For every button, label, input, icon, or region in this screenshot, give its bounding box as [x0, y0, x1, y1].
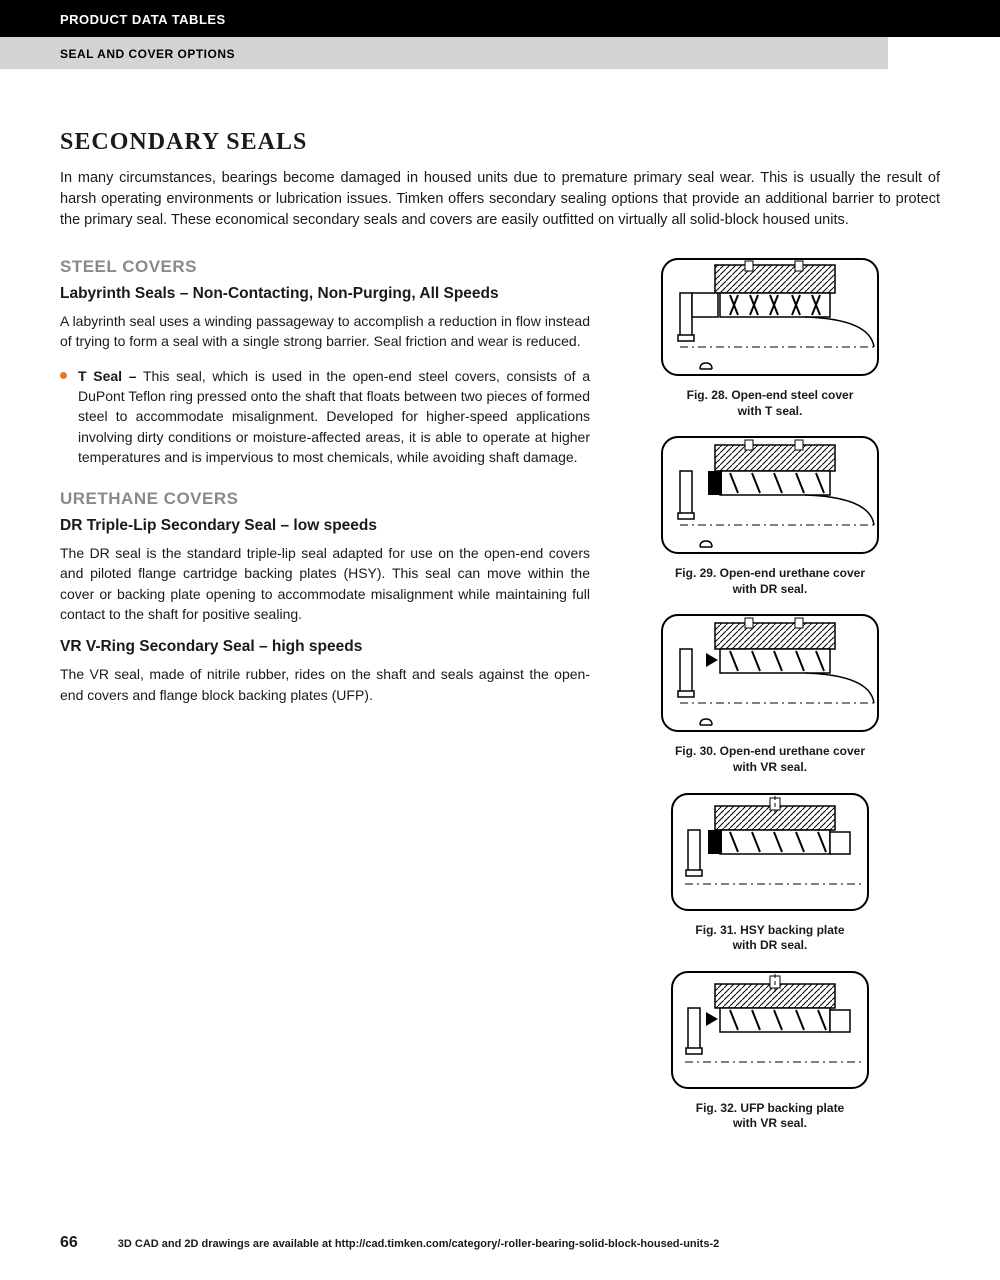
tseal-bullet-list: T Seal – This seal, which is used in the…: [60, 366, 590, 467]
figure-32-diagram: [660, 970, 880, 1095]
tseal-rest: This seal, which is used in the open-end…: [78, 368, 590, 465]
figure-31-diagram: [660, 792, 880, 917]
header-black-text: PRODUCT DATA TABLES: [60, 12, 226, 27]
page-number: 66: [60, 1234, 78, 1252]
urethane-covers-heading: URETHANE COVERS: [60, 489, 590, 509]
tseal-bullet: T Seal – This seal, which is used in the…: [60, 366, 590, 467]
labyrinth-heading: Labyrinth Seals – Non-Contacting, Non-Pu…: [60, 285, 590, 303]
main-title: SECONDARY SEALS: [60, 129, 940, 156]
figure-29-diagram: [660, 435, 880, 560]
figure-32-caption: Fig. 32. UFP backing plate with VR seal.: [620, 1101, 920, 1132]
figure-32: Fig. 32. UFP backing plate with VR seal.: [620, 970, 920, 1132]
header-gray-bar: SEAL AND COVER OPTIONS: [0, 37, 888, 69]
figure-28-caption: Fig. 28. Open-end steel cover with T sea…: [620, 388, 920, 419]
tseal-lead: T Seal –: [78, 368, 137, 384]
figure-29: Fig. 29. Open-end urethane cover with DR…: [620, 435, 920, 597]
labyrinth-body: A labyrinth seal uses a winding passagew…: [60, 311, 590, 352]
dr-body: The DR seal is the standard triple-lip s…: [60, 543, 590, 624]
header-black-bar: PRODUCT DATA TABLES: [0, 0, 1000, 37]
vr-heading: VR V-Ring Secondary Seal – high speeds: [60, 638, 590, 656]
figure-28: Fig. 28. Open-end steel cover with T sea…: [620, 257, 920, 419]
header-gray-text: SEAL AND COVER OPTIONS: [60, 47, 235, 61]
figure-31: Fig. 31. HSY backing plate with DR seal.: [620, 792, 920, 954]
left-column: STEEL COVERS Labyrinth Seals – Non-Conta…: [60, 257, 590, 1148]
steel-covers-heading: STEEL COVERS: [60, 257, 590, 277]
dr-heading: DR Triple-Lip Secondary Seal – low speed…: [60, 517, 590, 535]
intro-paragraph: In many circumstances, bearings become d…: [60, 168, 940, 231]
figure-31-caption: Fig. 31. HSY backing plate with DR seal.: [620, 923, 920, 954]
right-column-figures: Fig. 28. Open-end steel cover with T sea…: [620, 257, 920, 1148]
vr-body: The VR seal, made of nitrile rubber, rid…: [60, 664, 590, 705]
figure-30-caption: Fig. 30. Open-end urethane cover with VR…: [620, 744, 920, 775]
figure-29-caption: Fig. 29. Open-end urethane cover with DR…: [620, 566, 920, 597]
figure-30: Fig. 30. Open-end urethane cover with VR…: [620, 613, 920, 775]
two-column-layout: STEEL COVERS Labyrinth Seals – Non-Conta…: [60, 257, 940, 1148]
page-content: SECONDARY SEALS In many circumstances, b…: [0, 69, 1000, 1148]
footer-note: 3D CAD and 2D drawings are available at …: [118, 1238, 719, 1250]
figure-28-diagram: [660, 257, 880, 382]
figure-30-diagram: [660, 613, 880, 738]
page-footer: 66 3D CAD and 2D drawings are available …: [60, 1234, 940, 1252]
